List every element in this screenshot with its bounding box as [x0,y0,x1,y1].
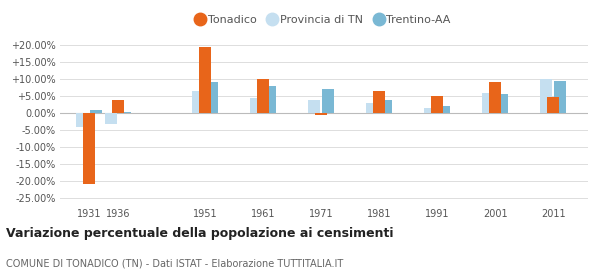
Legend: Tonadico, Provincia di TN, Trentino-AA: Tonadico, Provincia di TN, Trentino-AA [196,12,452,27]
Bar [496,94,508,113]
Bar [315,113,327,115]
Bar [373,91,385,113]
Bar [206,82,218,113]
Bar [257,79,269,113]
Bar [424,108,436,113]
Bar [90,110,102,113]
Bar [380,100,392,113]
Bar [367,103,378,113]
Bar [308,100,320,113]
Bar [439,106,450,113]
Bar [199,47,211,113]
Bar [431,96,443,113]
Bar [264,86,276,113]
Bar [554,81,566,113]
Bar [541,79,552,113]
Bar [119,112,131,113]
Bar [192,91,204,113]
Text: COMUNE DI TONADICO (TN) - Dati ISTAT - Elaborazione TUTTITALIA.IT: COMUNE DI TONADICO (TN) - Dati ISTAT - E… [6,258,343,268]
Bar [83,113,95,184]
Bar [482,93,494,113]
Bar [547,97,559,113]
Bar [250,98,262,113]
Bar [322,89,334,113]
Bar [105,113,117,124]
Bar [112,100,124,113]
Bar [76,113,88,127]
Bar [490,82,501,113]
Text: Variazione percentuale della popolazione ai censimenti: Variazione percentuale della popolazione… [6,227,394,240]
